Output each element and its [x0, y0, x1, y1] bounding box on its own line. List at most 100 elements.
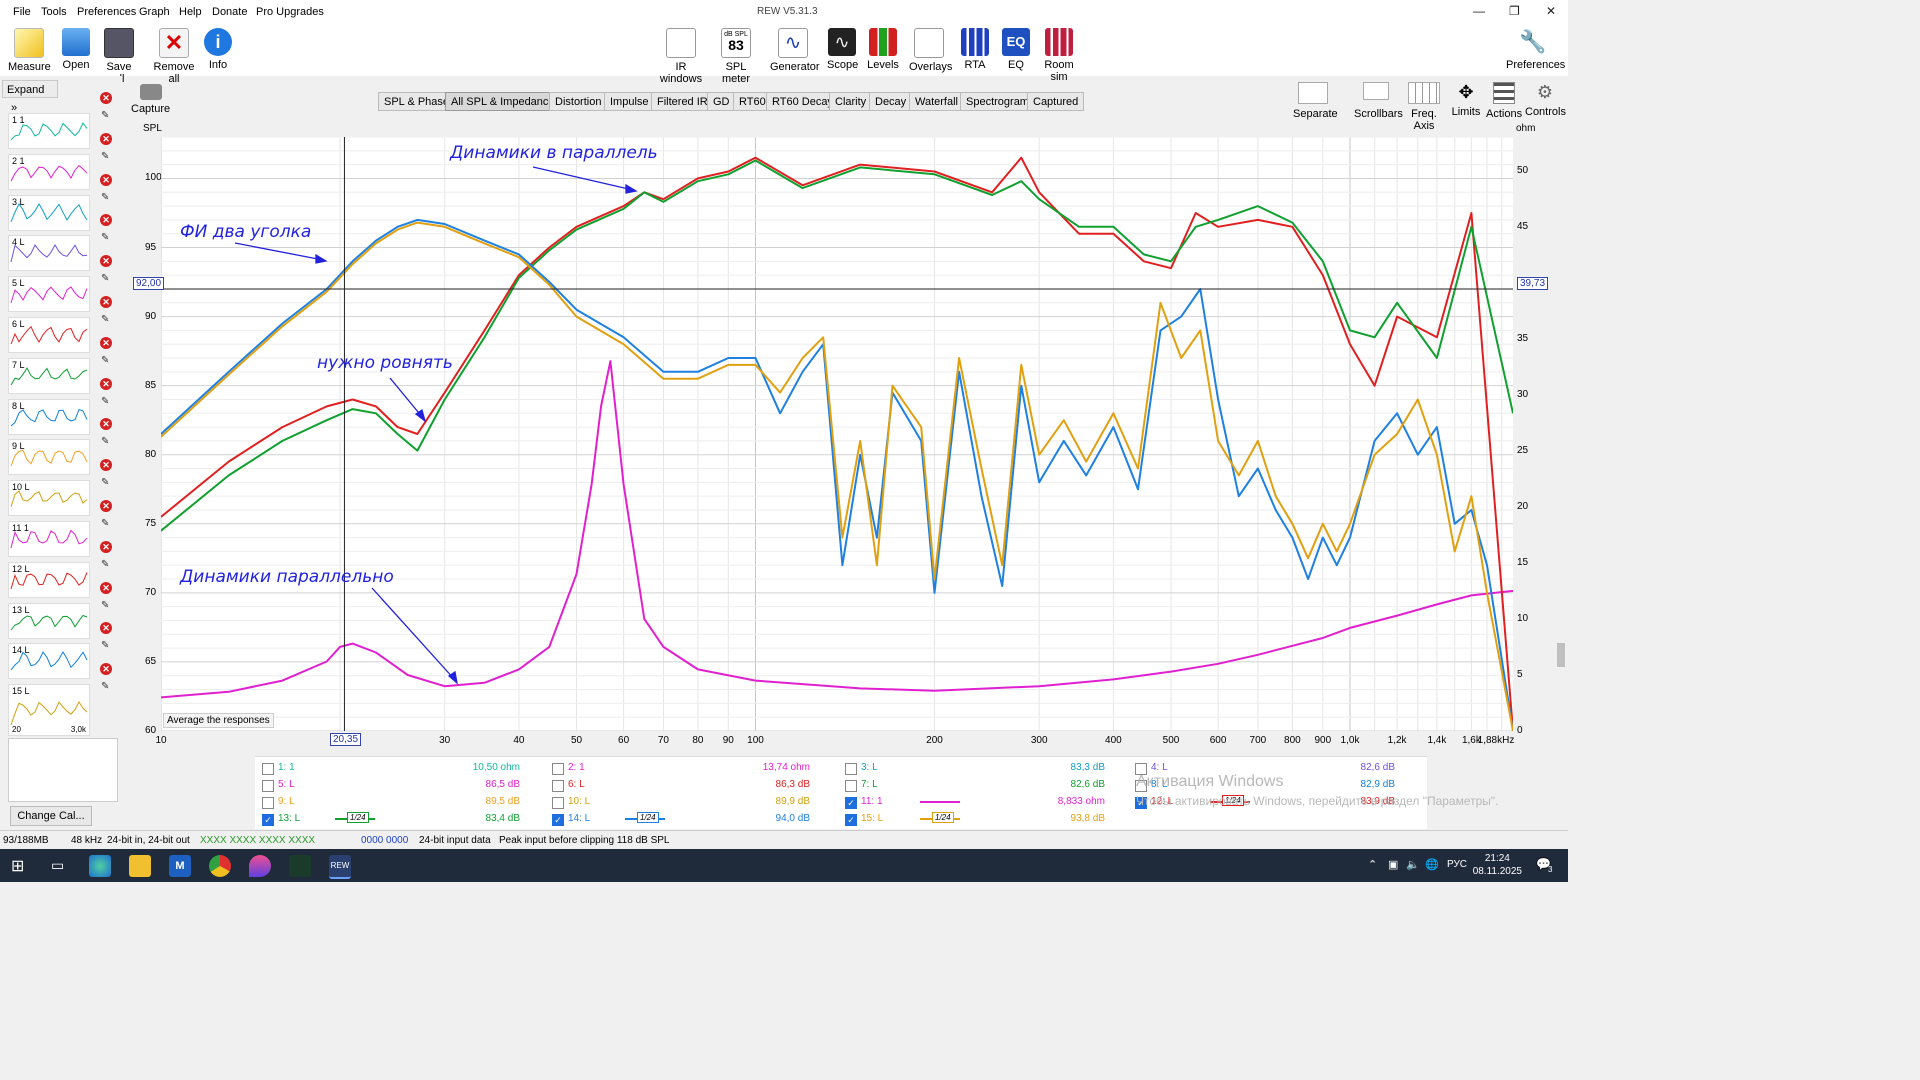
- plot-vertical-scrollbar[interactable]: [1556, 137, 1566, 731]
- edit-measurement-icon[interactable]: ✎: [101, 558, 110, 570]
- measurement-slot[interactable]: 3 L: [8, 194, 90, 231]
- file-explorer-icon[interactable]: [129, 855, 151, 877]
- legend-checkbox[interactable]: [552, 797, 564, 809]
- measurement-slot[interactable]: 15 L 20 3,0k: [8, 684, 90, 737]
- measurement-slot[interactable]: 12 L: [8, 561, 90, 598]
- measurement-slot[interactable]: 2 1: [8, 153, 90, 190]
- measurement-slot[interactable]: 4 L: [8, 235, 90, 272]
- legend-checkbox[interactable]: [1135, 780, 1147, 792]
- measurement-slot[interactable]: 13 L: [8, 602, 90, 639]
- legend-label[interactable]: 6: L: [568, 779, 585, 790]
- delete-measurement-icon[interactable]: ✕: [100, 296, 112, 308]
- measurement-slot[interactable]: 8 L: [8, 398, 90, 435]
- edit-measurement-icon[interactable]: ✎: [101, 314, 110, 325]
- measurement-slot[interactable]: 10 L: [8, 480, 90, 517]
- tab-captured[interactable]: Captured: [1027, 92, 1085, 111]
- minimize-button[interactable]: —: [1473, 4, 1485, 18]
- clock[interactable]: 21:24 08.11.2025: [1473, 852, 1522, 878]
- legend-label[interactable]: 12: L: [1151, 796, 1174, 807]
- menu-donate[interactable]: Donate: [212, 6, 248, 18]
- scope-button[interactable]: ∿ Scope: [827, 28, 858, 71]
- measurement-slot[interactable]: 11 1: [8, 521, 90, 557]
- close-button[interactable]: ✕: [1546, 4, 1557, 18]
- legend-label[interactable]: 7: L: [861, 779, 878, 790]
- delete-measurement-icon[interactable]: ✕: [100, 92, 112, 104]
- tab-gd[interactable]: GD: [707, 92, 736, 111]
- tab-spectrogram[interactable]: Spectrogram: [960, 92, 1035, 111]
- change-cal-button[interactable]: Change Cal...: [10, 806, 92, 826]
- menu-preferences[interactable]: Preferences: [77, 6, 137, 18]
- legend-checkbox[interactable]: [552, 763, 564, 775]
- edit-measurement-icon[interactable]: ✎: [101, 681, 110, 693]
- legend-checkbox[interactable]: ✓: [552, 814, 564, 826]
- eq-button[interactable]: EQ EQ: [1002, 28, 1030, 71]
- measure-button[interactable]: Measure: [8, 28, 51, 73]
- menu-file[interactable]: File: [13, 6, 31, 18]
- room-sim-button[interactable]: Room sim: [1036, 28, 1082, 83]
- legend-label[interactable]: 5: L: [278, 779, 295, 790]
- capture-button[interactable]: Capture: [131, 84, 170, 115]
- edit-measurement-icon[interactable]: ✎: [101, 477, 110, 489]
- tab-impulse[interactable]: Impulse: [604, 92, 655, 111]
- delete-measurement-icon[interactable]: ✕: [100, 500, 112, 512]
- actions-button[interactable]: Actions: [1486, 82, 1522, 120]
- remove-all-button[interactable]: ✕ Remove all: [148, 28, 200, 85]
- edit-measurement-icon[interactable]: ✎: [101, 599, 110, 611]
- legend-checkbox[interactable]: [845, 780, 857, 792]
- legend-label[interactable]: 13: L: [278, 813, 301, 824]
- delete-measurement-icon[interactable]: ✕: [100, 622, 112, 635]
- edit-measurement-icon[interactable]: ✎: [101, 518, 110, 529]
- controls-button[interactable]: ⚙ Controls: [1525, 82, 1566, 118]
- network-icon[interactable]: 🌐: [1425, 859, 1439, 871]
- menu-help[interactable]: Help: [179, 6, 202, 18]
- edit-measurement-icon[interactable]: ✎: [101, 191, 110, 203]
- tab-clarity[interactable]: Clarity: [829, 92, 873, 111]
- edit-measurement-icon[interactable]: ✎: [101, 110, 110, 121]
- tab-distortion[interactable]: Distortion: [549, 92, 608, 111]
- legend-checkbox[interactable]: [262, 763, 274, 775]
- measurement-slot[interactable]: 9 L: [8, 439, 90, 476]
- edge-icon[interactable]: [89, 855, 111, 877]
- tab-all-spl-impedance[interactable]: All SPL & Impedance: [445, 92, 561, 111]
- legend-label[interactable]: 3: L: [861, 762, 878, 773]
- menu-tools[interactable]: Tools: [41, 6, 67, 18]
- app-m-icon[interactable]: M: [169, 855, 191, 877]
- spl-meter-button[interactable]: dB SPL 83 SPL meter: [712, 28, 760, 85]
- scrollbar-thumb[interactable]: [1557, 643, 1565, 667]
- speaker-icon[interactable]: 🔈: [1406, 859, 1420, 871]
- delete-measurement-icon[interactable]: ✕: [100, 459, 112, 472]
- tab-rt60-decay[interactable]: RT60 Decay: [766, 92, 839, 111]
- legend-checkbox[interactable]: [262, 797, 274, 809]
- levels-button[interactable]: Levels: [867, 28, 899, 71]
- legend-smoothing[interactable]: 1/24: [347, 812, 369, 823]
- chrome-icon[interactable]: [209, 855, 231, 877]
- limits-button[interactable]: ✥ Limits: [1451, 82, 1481, 118]
- legend-checkbox[interactable]: ✓: [845, 797, 857, 809]
- legend-smoothing[interactable]: 1/24: [637, 812, 659, 823]
- tray-chevron-icon[interactable]: ⌃: [1368, 859, 1378, 871]
- legend-checkbox[interactable]: ✓: [1135, 797, 1147, 809]
- scrollbars-button[interactable]: Scrollbars: [1354, 82, 1403, 120]
- delete-measurement-icon[interactable]: ✕: [100, 663, 112, 676]
- rew-taskbar-icon[interactable]: REW: [329, 855, 351, 879]
- tab-filtered-ir[interactable]: Filtered IR: [651, 92, 714, 111]
- measurement-slot[interactable]: 14 L: [8, 643, 90, 680]
- freq-axis-button[interactable]: Freq. Axis: [1402, 82, 1446, 132]
- legend-checkbox[interactable]: ✓: [262, 814, 274, 826]
- expand-button[interactable]: Expand »: [2, 80, 58, 114]
- measurement-slot[interactable]: 6 L: [8, 317, 90, 353]
- tray-device-icon[interactable]: ▣: [1388, 859, 1399, 871]
- measurement-slot[interactable]: 5 L: [8, 276, 90, 313]
- measurement-slot[interactable]: 1 1: [8, 113, 90, 149]
- language-indicator[interactable]: РУС: [1447, 859, 1468, 870]
- delete-measurement-icon[interactable]: ✕: [100, 173, 112, 186]
- legend-label[interactable]: 8: L: [1151, 779, 1168, 790]
- rta-button[interactable]: RTA: [961, 28, 989, 71]
- tab-waterfall[interactable]: Waterfall: [909, 92, 964, 111]
- legend-checkbox[interactable]: [262, 780, 274, 792]
- drop-app-icon[interactable]: [249, 855, 271, 877]
- legend-label[interactable]: 9: L: [278, 796, 295, 807]
- edit-measurement-icon[interactable]: ✎: [101, 273, 110, 285]
- delete-measurement-icon[interactable]: ✕: [100, 132, 112, 145]
- open-button[interactable]: Open: [58, 28, 94, 71]
